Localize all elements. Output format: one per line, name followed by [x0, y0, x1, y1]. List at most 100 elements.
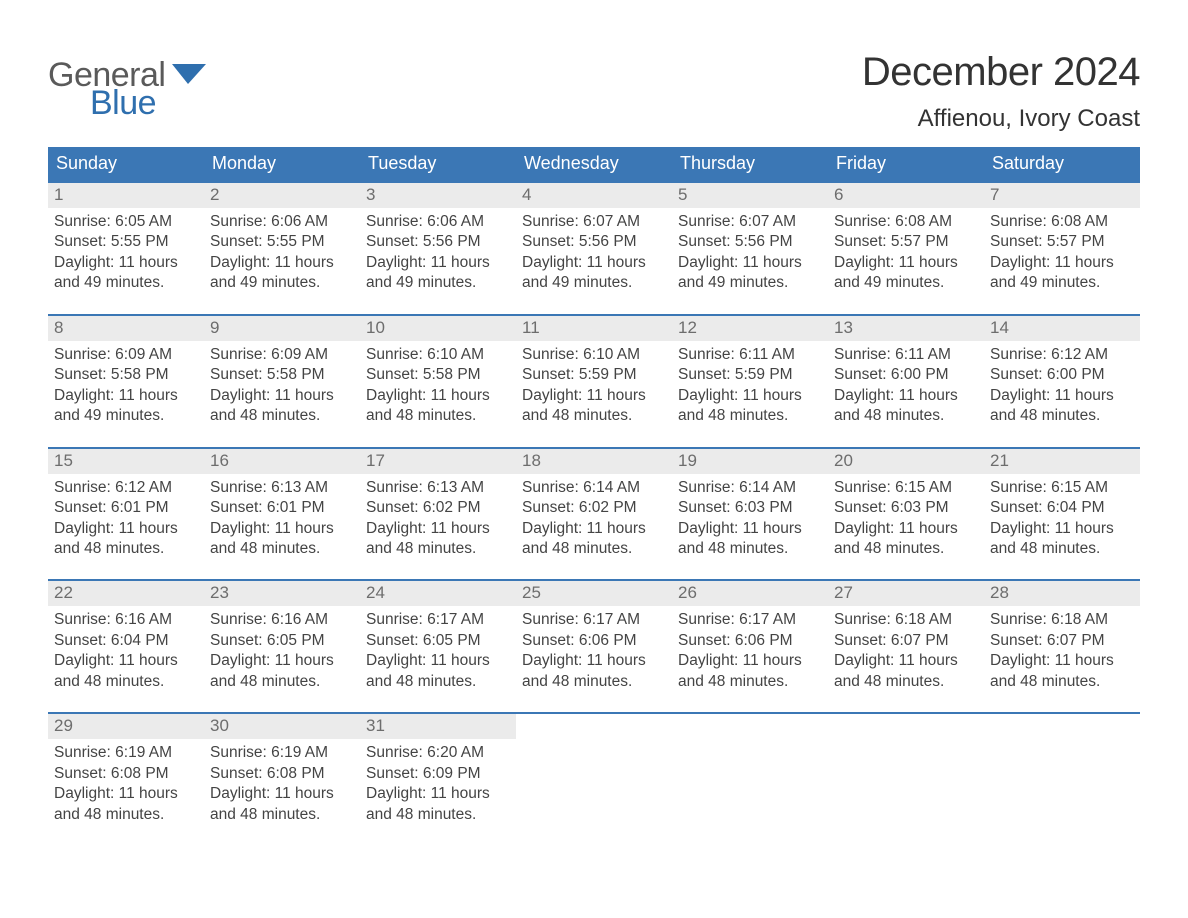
day-sunset: Sunset: 6:00 PM: [834, 365, 978, 385]
day-cell: 13Sunrise: 6:11 AMSunset: 6:00 PMDayligh…: [828, 316, 984, 429]
day-day1: Daylight: 11 hours: [210, 651, 354, 671]
day-day2: and 48 minutes.: [210, 539, 354, 559]
day-cell: 16Sunrise: 6:13 AMSunset: 6:01 PMDayligh…: [204, 449, 360, 562]
day-number: 31: [360, 714, 516, 739]
day-number: 6: [828, 183, 984, 208]
day-day1: Daylight: 11 hours: [522, 651, 666, 671]
day-number: 29: [48, 714, 204, 739]
day-sunset: Sunset: 6:07 PM: [834, 631, 978, 651]
day-day1: Daylight: 11 hours: [678, 253, 822, 273]
day-day1: Daylight: 11 hours: [210, 784, 354, 804]
day-sunrise: Sunrise: 6:06 AM: [366, 212, 510, 232]
day-sunset: Sunset: 6:04 PM: [990, 498, 1134, 518]
day-sunset: Sunset: 6:03 PM: [678, 498, 822, 518]
day-sunrise: Sunrise: 6:07 AM: [678, 212, 822, 232]
day-day1: Daylight: 11 hours: [990, 386, 1134, 406]
day-sunset: Sunset: 5:58 PM: [210, 365, 354, 385]
day-cell: 14Sunrise: 6:12 AMSunset: 6:00 PMDayligh…: [984, 316, 1140, 429]
day-number: 15: [48, 449, 204, 474]
day-number: 27: [828, 581, 984, 606]
day-cell: 6Sunrise: 6:08 AMSunset: 5:57 PMDaylight…: [828, 183, 984, 296]
day-day1: Daylight: 11 hours: [990, 651, 1134, 671]
day-cell: 26Sunrise: 6:17 AMSunset: 6:06 PMDayligh…: [672, 581, 828, 694]
day-body: Sunrise: 6:12 AMSunset: 6:01 PMDaylight:…: [48, 474, 204, 562]
day-sunset: Sunset: 5:56 PM: [366, 232, 510, 252]
day-day1: Daylight: 11 hours: [522, 519, 666, 539]
day-sunrise: Sunrise: 6:05 AM: [54, 212, 198, 232]
day-day2: and 48 minutes.: [990, 539, 1134, 559]
day-sunset: Sunset: 5:59 PM: [522, 365, 666, 385]
day-sunrise: Sunrise: 6:17 AM: [522, 610, 666, 630]
day-day1: Daylight: 11 hours: [210, 519, 354, 539]
weekday: Sunday: [48, 147, 204, 181]
weekday: Friday: [828, 147, 984, 181]
day-day1: Daylight: 11 hours: [54, 386, 198, 406]
header: General Blue December 2024 Affienou, Ivo…: [48, 50, 1140, 133]
day-cell: 20Sunrise: 6:15 AMSunset: 6:03 PMDayligh…: [828, 449, 984, 562]
day-day1: Daylight: 11 hours: [366, 651, 510, 671]
day-cell: 7Sunrise: 6:08 AMSunset: 5:57 PMDaylight…: [984, 183, 1140, 296]
day-day2: and 49 minutes.: [366, 273, 510, 293]
day-sunset: Sunset: 5:57 PM: [990, 232, 1134, 252]
day-day2: and 48 minutes.: [990, 672, 1134, 692]
day-cell: 27Sunrise: 6:18 AMSunset: 6:07 PMDayligh…: [828, 581, 984, 694]
day-day2: and 49 minutes.: [210, 273, 354, 293]
day-cell: [672, 714, 828, 827]
day-body: Sunrise: 6:19 AMSunset: 6:08 PMDaylight:…: [204, 739, 360, 827]
day-sunset: Sunset: 5:58 PM: [366, 365, 510, 385]
day-cell: 31Sunrise: 6:20 AMSunset: 6:09 PMDayligh…: [360, 714, 516, 827]
day-sunrise: Sunrise: 6:08 AM: [834, 212, 978, 232]
day-day2: and 49 minutes.: [834, 273, 978, 293]
day-day2: and 48 minutes.: [678, 539, 822, 559]
day-cell: 5Sunrise: 6:07 AMSunset: 5:56 PMDaylight…: [672, 183, 828, 296]
day-sunrise: Sunrise: 6:12 AM: [54, 478, 198, 498]
day-number: 10: [360, 316, 516, 341]
week-row: 15Sunrise: 6:12 AMSunset: 6:01 PMDayligh…: [48, 447, 1140, 562]
day-body: Sunrise: 6:09 AMSunset: 5:58 PMDaylight:…: [204, 341, 360, 429]
day-cell: 19Sunrise: 6:14 AMSunset: 6:03 PMDayligh…: [672, 449, 828, 562]
day-number: 14: [984, 316, 1140, 341]
day-day1: Daylight: 11 hours: [54, 253, 198, 273]
day-body: Sunrise: 6:07 AMSunset: 5:56 PMDaylight:…: [516, 208, 672, 296]
day-cell: 17Sunrise: 6:13 AMSunset: 6:02 PMDayligh…: [360, 449, 516, 562]
day-body: Sunrise: 6:20 AMSunset: 6:09 PMDaylight:…: [360, 739, 516, 827]
weekday: Saturday: [984, 147, 1140, 181]
day-sunset: Sunset: 6:08 PM: [210, 764, 354, 784]
day-sunrise: Sunrise: 6:06 AM: [210, 212, 354, 232]
day-body: Sunrise: 6:06 AMSunset: 5:55 PMDaylight:…: [204, 208, 360, 296]
day-day2: and 48 minutes.: [678, 406, 822, 426]
day-sunset: Sunset: 6:06 PM: [522, 631, 666, 651]
day-day2: and 48 minutes.: [678, 672, 822, 692]
day-day2: and 48 minutes.: [834, 539, 978, 559]
day-number: 18: [516, 449, 672, 474]
day-sunset: Sunset: 5:59 PM: [678, 365, 822, 385]
day-number: 26: [672, 581, 828, 606]
day-day1: Daylight: 11 hours: [990, 519, 1134, 539]
day-number: 11: [516, 316, 672, 341]
day-number: 24: [360, 581, 516, 606]
day-body: Sunrise: 6:16 AMSunset: 6:05 PMDaylight:…: [204, 606, 360, 694]
day-number: 5: [672, 183, 828, 208]
day-number: 25: [516, 581, 672, 606]
day-body: Sunrise: 6:18 AMSunset: 6:07 PMDaylight:…: [984, 606, 1140, 694]
day-number: 21: [984, 449, 1140, 474]
day-sunset: Sunset: 6:03 PM: [834, 498, 978, 518]
day-cell: [828, 714, 984, 827]
day-body: Sunrise: 6:13 AMSunset: 6:02 PMDaylight:…: [360, 474, 516, 562]
day-number: 20: [828, 449, 984, 474]
day-cell: 12Sunrise: 6:11 AMSunset: 5:59 PMDayligh…: [672, 316, 828, 429]
day-number: 2: [204, 183, 360, 208]
day-body: Sunrise: 6:10 AMSunset: 5:59 PMDaylight:…: [516, 341, 672, 429]
day-day2: and 48 minutes.: [210, 672, 354, 692]
day-number: 30: [204, 714, 360, 739]
day-cell: 3Sunrise: 6:06 AMSunset: 5:56 PMDaylight…: [360, 183, 516, 296]
day-number: 17: [360, 449, 516, 474]
day-sunset: Sunset: 5:57 PM: [834, 232, 978, 252]
day-cell: 4Sunrise: 6:07 AMSunset: 5:56 PMDaylight…: [516, 183, 672, 296]
day-cell: 2Sunrise: 6:06 AMSunset: 5:55 PMDaylight…: [204, 183, 360, 296]
day-sunrise: Sunrise: 6:20 AM: [366, 743, 510, 763]
day-body: Sunrise: 6:15 AMSunset: 6:04 PMDaylight:…: [984, 474, 1140, 562]
day-sunrise: Sunrise: 6:09 AM: [210, 345, 354, 365]
day-body: Sunrise: 6:15 AMSunset: 6:03 PMDaylight:…: [828, 474, 984, 562]
day-sunset: Sunset: 5:56 PM: [522, 232, 666, 252]
